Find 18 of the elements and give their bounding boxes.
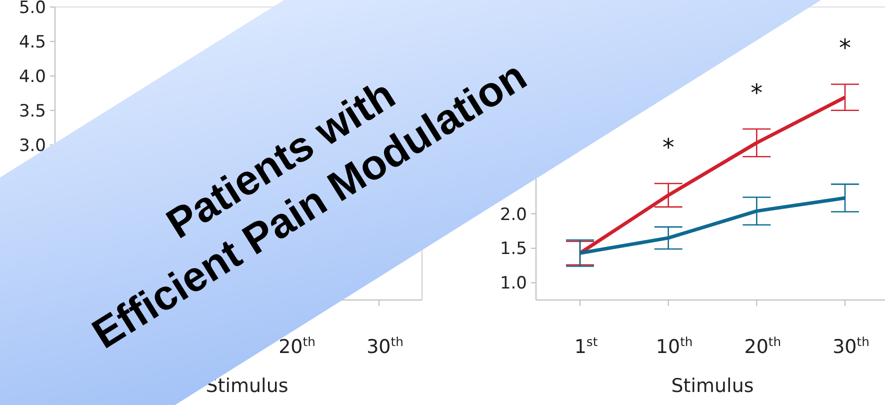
y-tick-label: 5.0 [18,0,46,18]
x-tick-label: 1$^{st}$ [574,335,598,358]
y-tick-label: 4.5 [18,32,46,52]
x-tick-label: 30$^{th}$ [366,335,404,358]
y-tick-label: 1.0 [500,274,527,294]
x-tick-label: 10$^{th}$ [656,335,693,358]
y-tick-label: 4.0 [18,66,46,87]
y-tick-label: 3.5 [18,101,46,122]
annotation: * [839,34,851,62]
x-axis-title: Stimulus [671,375,754,397]
annotation: * [750,79,763,108]
y-tick-label: 2.0 [500,204,527,225]
x-tick-label: 30$^{th}$ [832,335,870,358]
x-tick-label: 20$^{th}$ [278,335,316,358]
x-tick-label: 20$^{th}$ [744,335,782,358]
y-tick-label: 3.0 [18,136,46,156]
y-tick-label: 1.5 [500,239,527,260]
annotation: * [662,133,674,162]
